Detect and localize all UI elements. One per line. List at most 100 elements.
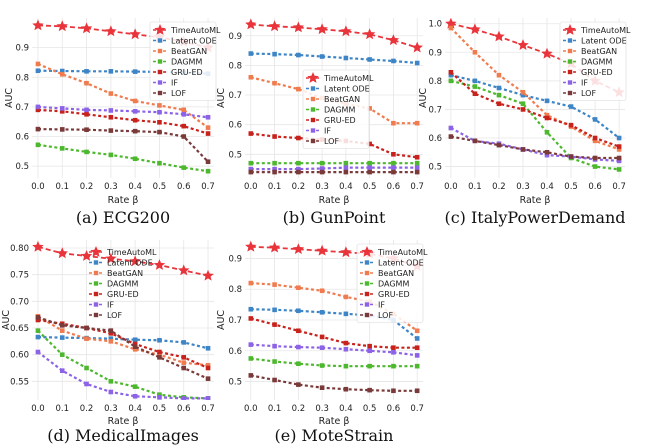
- data-point: [616, 167, 622, 172]
- data-point: [272, 359, 277, 364]
- y-tick-label: 0.5: [15, 162, 29, 172]
- x-axis-label: Rate β: [319, 416, 350, 427]
- data-point: [367, 348, 372, 354]
- series-line: [250, 317, 418, 349]
- data-point: [84, 365, 89, 371]
- y-tick-label: 0.5: [228, 378, 242, 388]
- data-point: [248, 316, 254, 321]
- series-timeautoml: [32, 240, 214, 281]
- x-tick-label: 0.1: [55, 182, 69, 192]
- data-point: [132, 347, 138, 352]
- data-point: [343, 363, 349, 369]
- data-point: [108, 108, 114, 113]
- series-latent-ode: [448, 72, 622, 141]
- data-point: [340, 25, 352, 37]
- data-point: [391, 345, 396, 350]
- series-lof: [448, 134, 622, 161]
- panel-caption: (c) ItalyPowerDemand: [444, 208, 625, 227]
- series-dagmm: [35, 142, 211, 174]
- data-point: [84, 381, 89, 387]
- data-point: [448, 72, 454, 78]
- data-point: [448, 134, 454, 139]
- data-point: [319, 334, 325, 340]
- data-point: [108, 331, 114, 336]
- legend-label: BeatGAN: [581, 47, 617, 56]
- legend-label: BeatGAN: [324, 95, 360, 104]
- series-line: [37, 105, 209, 119]
- legend-marker: [567, 80, 573, 85]
- legend-marker: [364, 281, 370, 286]
- data-point: [84, 107, 89, 113]
- legend-marker: [567, 69, 573, 75]
- data-point: [296, 160, 301, 166]
- data-point: [181, 107, 187, 113]
- y-axis-label: AUC: [216, 88, 227, 108]
- data-point: [132, 98, 138, 104]
- data-point: [296, 86, 301, 92]
- legend-marker: [154, 24, 166, 35]
- y-tick-label: 0.8: [228, 285, 242, 295]
- data-point: [248, 342, 254, 347]
- x-tick-label: 0.0: [244, 182, 258, 192]
- data-point: [296, 135, 301, 141]
- data-point: [108, 328, 114, 333]
- legend-marker: [157, 69, 163, 75]
- legend-marker: [567, 90, 573, 96]
- data-point: [343, 160, 349, 166]
- y-tick-label: 0.7: [428, 105, 442, 115]
- legend-label: GRU-ED: [324, 116, 356, 125]
- chart-panel-gunpoint: 0.5 0.6 0.7 0.8 0.9 0.0 0.1 0.2 0.3 0.4 0.5 0.6 0.7…: [216, 18, 424, 227]
- legend-label: Latent ODE: [378, 259, 424, 268]
- series-line: [37, 69, 209, 75]
- legend-label: LOF: [581, 89, 596, 98]
- series-layer: [32, 19, 214, 174]
- legend-label: GRU-ED: [107, 290, 139, 299]
- x-axis-label: Rate β: [319, 195, 350, 206]
- x-tick-label: 0.7: [410, 404, 424, 414]
- data-point: [35, 126, 41, 132]
- data-point: [129, 255, 141, 267]
- x-tick-label: 0.2: [492, 182, 506, 192]
- legend-marker: [93, 281, 99, 286]
- data-point: [105, 25, 117, 37]
- data-point: [292, 243, 305, 255]
- x-tick-label: 0.5: [564, 182, 578, 192]
- panel-caption: (b) GunPoint: [283, 208, 386, 227]
- series-line: [450, 22, 620, 94]
- x-tick-label: 0.1: [268, 404, 282, 414]
- data-point: [248, 160, 254, 166]
- data-point: [108, 114, 114, 120]
- data-point: [272, 160, 277, 166]
- x-tick-label: 0.0: [444, 182, 458, 192]
- series-line: [450, 74, 620, 139]
- legend-marker: [364, 270, 370, 276]
- legend-label: TimeAutoML: [580, 26, 631, 35]
- data-point: [84, 69, 89, 74]
- panel-caption: (e) MoteStrain: [275, 426, 394, 445]
- data-point: [84, 80, 89, 86]
- panel-caption: (d) MedicalImages: [47, 426, 199, 445]
- data-point: [616, 158, 622, 164]
- x-tick-label: 0.5: [153, 182, 167, 192]
- data-point: [108, 379, 114, 384]
- data-point: [84, 111, 89, 117]
- data-point: [35, 142, 41, 148]
- data-point: [319, 166, 325, 171]
- data-point: [132, 109, 138, 114]
- data-point: [296, 308, 301, 314]
- y-tick-label: 0.5: [428, 163, 442, 173]
- data-point: [132, 69, 138, 74]
- data-point: [108, 91, 114, 96]
- data-point: [268, 241, 281, 253]
- data-point: [448, 69, 454, 75]
- legend-box: [149, 21, 217, 101]
- data-point: [84, 149, 89, 155]
- data-point: [448, 125, 454, 131]
- data-point: [592, 135, 598, 141]
- x-tick-label: 0.0: [244, 404, 258, 414]
- data-point: [32, 19, 44, 31]
- data-point: [292, 21, 305, 33]
